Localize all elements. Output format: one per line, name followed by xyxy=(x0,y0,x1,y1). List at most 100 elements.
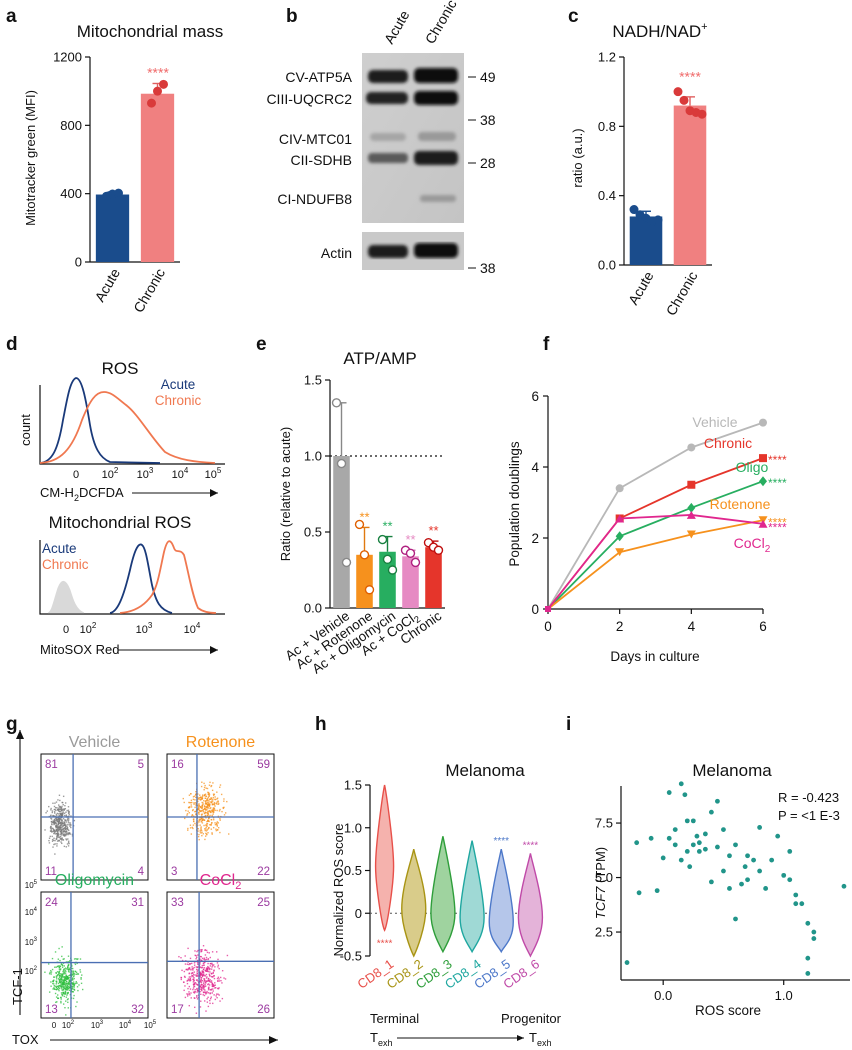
flow-event xyxy=(195,968,198,971)
flow-event xyxy=(201,797,204,799)
scatter-point xyxy=(696,840,702,846)
flow-event xyxy=(184,985,186,987)
flow-event xyxy=(66,827,68,829)
flow-event xyxy=(202,970,205,973)
quadrant-q3: 11 xyxy=(45,866,57,878)
flow-event xyxy=(66,818,69,820)
y-tick-label: 400 xyxy=(60,186,82,201)
flow-event xyxy=(212,990,214,992)
flow-event xyxy=(184,955,186,957)
flow-event xyxy=(189,801,191,804)
flow-event xyxy=(199,958,201,960)
flow-event xyxy=(198,838,200,841)
flow-event xyxy=(68,989,70,991)
flow-event xyxy=(63,971,65,974)
flow-event xyxy=(63,978,65,981)
flow-event xyxy=(194,802,197,804)
flow-event xyxy=(197,989,200,991)
scatter-point xyxy=(745,853,750,859)
h-axis-right-label: Progenitor xyxy=(501,1011,562,1026)
flow-event xyxy=(63,808,66,810)
flow-event xyxy=(60,818,62,821)
flow-event xyxy=(59,973,61,975)
flow-event xyxy=(64,819,66,821)
flow-event xyxy=(60,824,62,826)
flow-event xyxy=(212,1002,214,1005)
flow-event xyxy=(62,833,65,835)
flow-event xyxy=(61,822,63,825)
flow-event xyxy=(60,977,62,979)
flow-event xyxy=(215,993,218,995)
flow-event xyxy=(64,1006,66,1009)
flow-event xyxy=(184,963,187,965)
flow-event xyxy=(63,845,66,848)
flow-event xyxy=(64,828,66,830)
flow-event xyxy=(212,809,214,812)
flow-event xyxy=(67,832,70,834)
flow-plot-title-sub: 2 xyxy=(235,880,241,892)
chart-i-marks xyxy=(624,781,847,976)
chart-i-ylabel: TCF7 (TPM) xyxy=(593,847,608,919)
wb-band-atp5a-chronic xyxy=(414,68,458,83)
flow-event xyxy=(57,813,60,815)
flow-event xyxy=(213,801,216,804)
flow-event xyxy=(48,973,51,975)
flow-event xyxy=(192,974,195,976)
flow-event xyxy=(67,841,70,844)
flow-event xyxy=(197,949,199,952)
flow-event xyxy=(199,963,201,965)
flow-event xyxy=(75,973,78,975)
flow-event xyxy=(210,798,212,800)
chart-h-ylabel: Normalized ROS score xyxy=(331,824,346,957)
ros-legend-chronic: Chronic xyxy=(155,393,202,408)
flow-event xyxy=(211,985,213,987)
g-yarrow-head xyxy=(16,730,24,739)
flow-event xyxy=(58,971,60,973)
flow-event xyxy=(61,838,63,840)
mitoros-legend-acute: Acute xyxy=(42,541,77,556)
flow-event xyxy=(206,992,208,994)
flow-event xyxy=(198,806,200,808)
flow-event xyxy=(200,993,202,996)
flow-event xyxy=(209,975,211,977)
flow-event xyxy=(207,793,209,795)
flow-event xyxy=(58,804,60,806)
flow-event xyxy=(197,824,199,827)
quadrant-q4: 22 xyxy=(257,866,270,878)
flow-event xyxy=(196,950,198,953)
flow-event xyxy=(195,804,197,806)
flow-event xyxy=(216,798,218,800)
chart-e-axes: 0.0 0.5 1.0 1.5 xyxy=(304,373,445,616)
flow-event xyxy=(205,826,207,829)
flow-event xyxy=(199,796,201,799)
flow-event xyxy=(198,813,200,815)
flow-event xyxy=(72,997,75,1000)
flow-event xyxy=(194,982,197,984)
flow-event xyxy=(204,793,207,795)
flow-event xyxy=(64,807,67,810)
flow-event xyxy=(193,977,195,979)
flow-event xyxy=(197,954,199,956)
flow-event xyxy=(59,981,62,983)
series-label-rotenone: Rotenone xyxy=(710,496,771,512)
flow-event xyxy=(215,822,218,824)
flow-event xyxy=(69,833,71,835)
flow-event xyxy=(200,980,203,982)
flow-event xyxy=(50,818,53,820)
flow-event xyxy=(190,804,192,806)
flow-event xyxy=(65,977,67,980)
mitoros-tick-3: 103 xyxy=(136,621,153,636)
flow-event xyxy=(70,824,72,826)
scatter-point xyxy=(696,848,702,854)
flow-event xyxy=(62,831,64,833)
flow-event xyxy=(58,972,60,975)
flow-event xyxy=(216,987,219,990)
flow-event xyxy=(58,986,60,989)
flow-event xyxy=(214,805,216,807)
flow-event xyxy=(53,987,55,989)
flow-event xyxy=(214,966,216,968)
flow-event xyxy=(51,821,53,824)
mitoros-arrowhead xyxy=(210,646,218,654)
flow-event xyxy=(64,831,67,833)
flow-event xyxy=(197,975,200,977)
